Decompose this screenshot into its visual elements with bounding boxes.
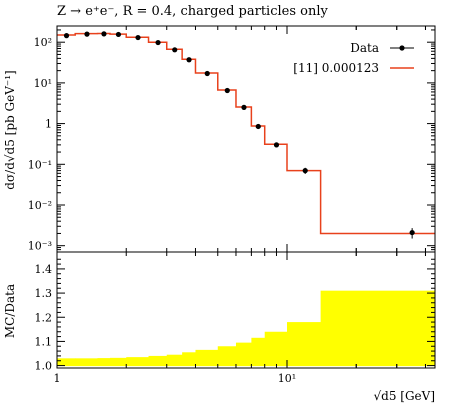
y-tick-label: 10¹: [34, 77, 52, 90]
ratio-band-bin: [57, 358, 76, 366]
legend-label-mc: [11] 0.000123: [293, 61, 379, 75]
y-tick-label: 10⁻²: [28, 199, 52, 212]
chart-title: Z → e⁺e⁻, R = 0.4, charged particles onl…: [57, 4, 328, 19]
ratio-band-bin: [195, 349, 219, 366]
ratio-band-bin: [264, 331, 288, 366]
data-point: [101, 31, 107, 37]
x-tick-label: 1: [54, 372, 61, 385]
ratio-band-bin: [166, 354, 183, 366]
data-point: [115, 31, 122, 38]
ratio-band-bin: [110, 357, 127, 366]
y-tick-label: 1: [45, 118, 52, 131]
main-series-layer: [57, 31, 435, 239]
data-point: [204, 70, 210, 77]
y-tick-label: 10²: [34, 36, 52, 49]
ratio-band-bin: [251, 337, 266, 366]
data-point: [302, 168, 308, 174]
data-point: [84, 31, 90, 37]
legend-label-data: Data: [350, 41, 379, 55]
ratio-y-tick-label: 1.4: [35, 263, 53, 276]
main-panel-frame: [56, 25, 436, 253]
data-point: [255, 123, 261, 130]
ratio-panel-frame: [56, 251, 436, 369]
main-axis-ticks: 10⁻³ 10⁻² 10⁻¹ 1 10¹ 10²: [28, 26, 435, 253]
ratio-band-bin: [235, 342, 252, 366]
ratio-band-bin: [182, 352, 196, 366]
ratio-y-tick-label: 1.2: [35, 311, 53, 324]
ratio-band-bin: [97, 358, 111, 366]
main-ylabel: dσ/d√d5 [pb GeV⁻¹]: [3, 70, 17, 189]
ratio-band-bin: [126, 357, 149, 366]
data-point: [224, 87, 230, 94]
data-point: [172, 47, 178, 53]
ratio-band-bin: [217, 346, 237, 366]
x-axis-label: √d5 [GeV]: [374, 389, 436, 403]
data-point: [273, 142, 280, 148]
ratio-band-bin: [320, 290, 436, 366]
ratio-band-bin: [75, 358, 98, 366]
data-point: [409, 229, 415, 236]
data-point: [135, 34, 141, 41]
data-point: [155, 39, 161, 46]
ratio-band-bin: [148, 355, 168, 366]
y-tick-label: 10⁻³: [28, 240, 52, 253]
data-point: [63, 33, 70, 39]
legend: Data [11] 0.000123: [293, 41, 414, 75]
ratio-y-tick-label: 1.3: [35, 287, 53, 300]
ratio-plot-area: [57, 290, 436, 367]
data-point: [186, 57, 192, 63]
data-point: [241, 104, 247, 110]
x-tick-label: 10¹: [278, 372, 296, 385]
ratio-ylabel: MC/Data: [3, 284, 17, 338]
ratio-y-tick-label: 1.0: [35, 360, 53, 373]
legend-marker-data-dot: [399, 45, 405, 51]
ratio-y-tick-label: 1.1: [35, 335, 53, 348]
ratio-axis-ticks: 1 10¹ 1.0 1.1 1.2 1.3 1.4: [35, 252, 435, 385]
y-tick-label: 10⁻¹: [28, 158, 52, 171]
ratio-band-bin: [287, 322, 322, 366]
